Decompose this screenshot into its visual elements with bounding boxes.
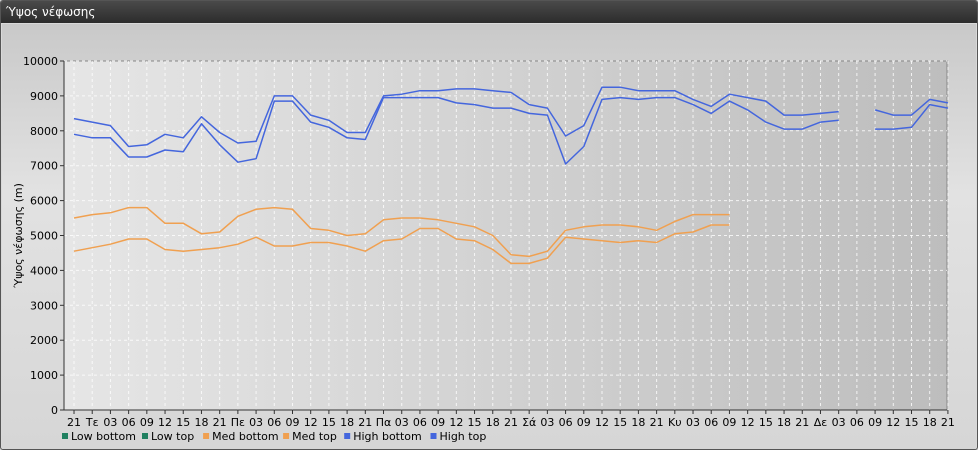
- x-tick-label: 18: [194, 416, 208, 429]
- x-tick-label: 09: [140, 416, 154, 429]
- legend-swatch: [62, 433, 68, 439]
- x-tick-label: 21: [504, 416, 518, 429]
- y-tick-label: 10000: [23, 55, 58, 68]
- x-tick-label: 15: [613, 416, 627, 429]
- x-tick-label: 18: [631, 416, 645, 429]
- y-tick-label: 9000: [30, 90, 58, 103]
- x-tick-label: 15: [759, 416, 773, 429]
- x-tick-label: 15: [468, 416, 482, 429]
- y-tick-label: 0: [51, 404, 58, 417]
- x-tick-label: Τε: [85, 416, 99, 429]
- x-tick-label: 18: [340, 416, 354, 429]
- legend-label: High bottom: [353, 430, 422, 443]
- y-tick-label: 7000: [30, 160, 58, 173]
- x-tick-label: 09: [722, 416, 736, 429]
- legend-label: Med bottom: [212, 430, 279, 443]
- chart-area: 0 1000 2000 3000 4000 5000 6000 7000 8000 9000 100…: [2, 24, 976, 449]
- cloud-height-chart: 0 1000 2000 3000 4000 5000 6000 7000 8000 9000 100…: [12, 55, 955, 443]
- series-line: [73, 206, 730, 258]
- y-tick-label: 3000: [30, 299, 58, 312]
- x-tick-label: 06: [267, 416, 281, 429]
- x-tick-label: 12: [886, 416, 900, 429]
- legend-item: Low bottom: [62, 430, 136, 443]
- window-title: Ύψος νέφωσης: [1, 1, 977, 23]
- y-tick-label: 5000: [30, 230, 58, 243]
- x-tick-label: 21: [358, 416, 372, 429]
- y-tick-label: 1000: [30, 369, 58, 382]
- x-tick-label: 15: [176, 416, 190, 429]
- series-line: [875, 103, 949, 130]
- x-tick-label: 21: [650, 416, 664, 429]
- legend-swatch: [283, 433, 290, 439]
- x-tick-label: 03: [395, 416, 409, 429]
- x-tick-label: 09: [285, 416, 299, 429]
- x-tick-label: 12: [595, 416, 609, 429]
- x-tick-label: Δε: [814, 416, 828, 429]
- y-tick-label: 4000: [30, 264, 58, 277]
- legend-swatch: [344, 433, 351, 439]
- x-tick-label: 18: [486, 416, 500, 429]
- x-tick-label: 12: [741, 416, 755, 429]
- series-line: [73, 224, 730, 265]
- x-tick-label: 18: [923, 416, 937, 429]
- series-line: [874, 98, 949, 116]
- legend-swatch: [430, 433, 437, 439]
- x-tick-label: 21: [67, 416, 81, 429]
- x-tick-label: 12: [158, 416, 172, 429]
- x-tick-label: 06: [559, 416, 573, 429]
- x-tick-label: 06: [704, 416, 718, 429]
- legend-label: High top: [440, 430, 487, 443]
- x-tick-label: 12: [304, 416, 318, 429]
- series-line: [73, 96, 839, 165]
- x-tick-label: 03: [686, 416, 700, 429]
- x-tick-label: 06: [122, 416, 136, 429]
- legend-item: Med bottom: [203, 430, 279, 443]
- x-tick-label: Σά: [522, 416, 536, 429]
- legend-swatch: [203, 433, 210, 439]
- y-tick-label: 2000: [30, 334, 58, 347]
- x-tick-label: 09: [431, 416, 445, 429]
- legend-item: High bottom: [344, 430, 422, 443]
- legend-item: High top: [430, 430, 487, 443]
- legend: Low bottom Low top Med bottom Med top High b…: [62, 430, 486, 443]
- legend-label: Low top: [151, 430, 194, 443]
- legend-item: Med top: [283, 430, 337, 443]
- x-tick-label: 21: [795, 416, 809, 429]
- x-tick-label: 06: [850, 416, 864, 429]
- series-line: [73, 86, 839, 148]
- x-tick-label: 03: [103, 416, 117, 429]
- x-tick-label: 09: [577, 416, 591, 429]
- x-tick-label: 03: [832, 416, 846, 429]
- y-tick-label: 6000: [30, 195, 58, 208]
- plot-background: [63, 60, 948, 411]
- x-tick-label: 21: [941, 416, 955, 429]
- x-tick-label: 15: [322, 416, 336, 429]
- legend-item: Low top: [142, 430, 194, 443]
- x-tick-label: 06: [413, 416, 427, 429]
- x-tick-label: 21: [213, 416, 227, 429]
- x-tick-label: Πε: [231, 416, 245, 429]
- x-tick-label: 18: [777, 416, 791, 429]
- legend-swatch: [142, 433, 148, 439]
- x-tick-label: 03: [540, 416, 554, 429]
- x-tick-label: 15: [904, 416, 918, 429]
- y-tick-label: 8000: [30, 125, 58, 138]
- x-tick-label: 09: [868, 416, 882, 429]
- x-tick-label: Πα: [376, 416, 392, 429]
- legend-label: Med top: [292, 430, 337, 443]
- x-tick-label: 03: [249, 416, 263, 429]
- x-tick-label: Κυ: [668, 416, 682, 429]
- legend-label: Low bottom: [71, 430, 136, 443]
- y-axis-label: Ύψος νέφωσης (m): [12, 183, 25, 289]
- x-tick-label: 12: [449, 416, 463, 429]
